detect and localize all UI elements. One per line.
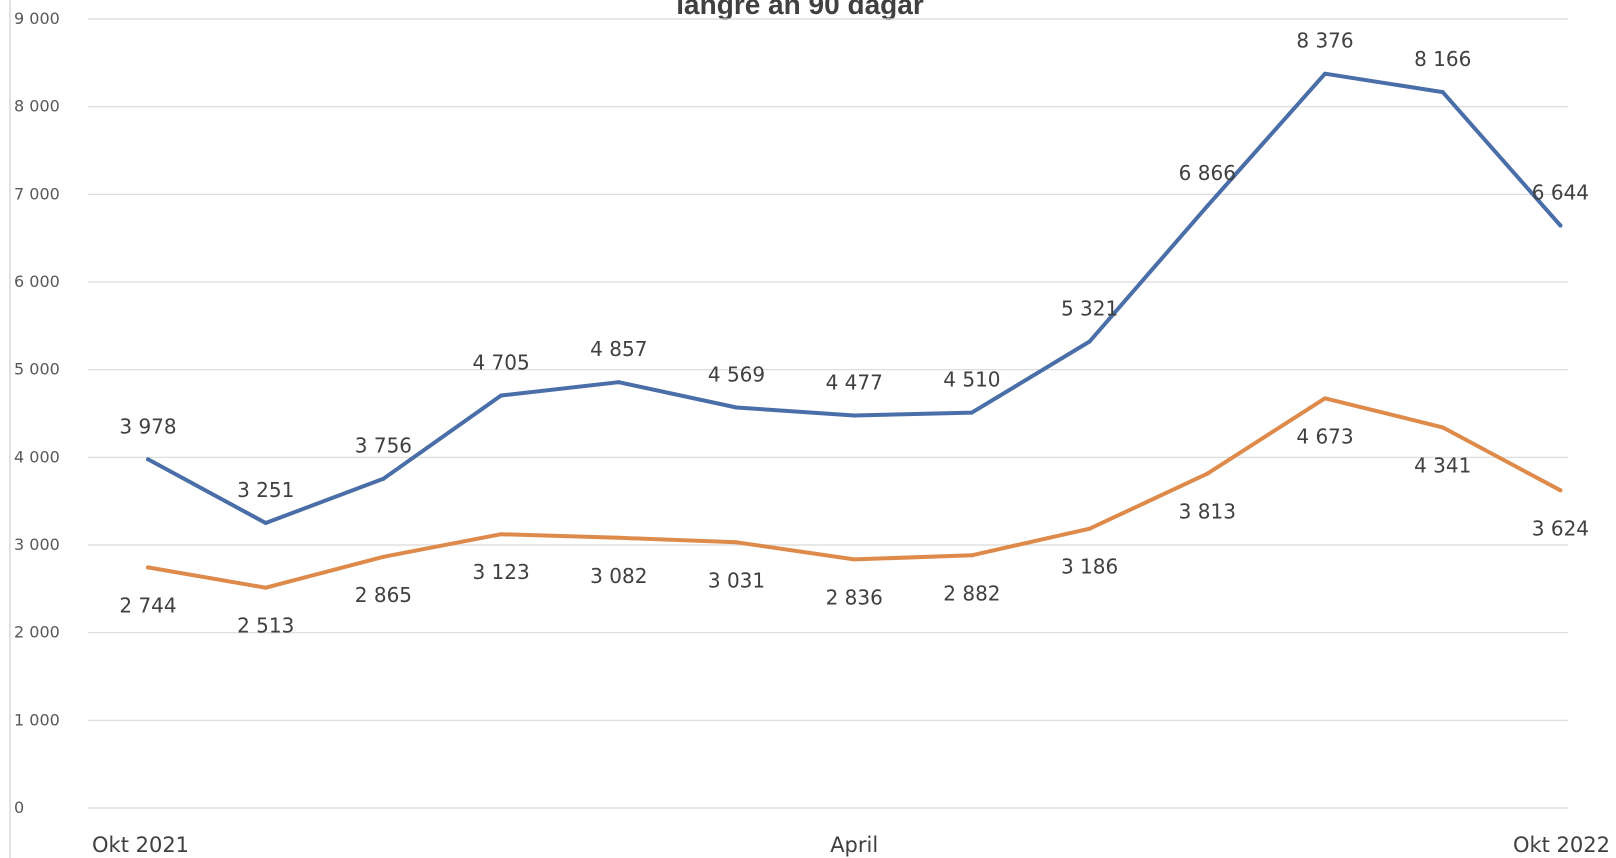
- data-point: [499, 532, 504, 537]
- data-point: [146, 457, 150, 462]
- data-label: 2 865: [355, 583, 412, 607]
- data-point: [381, 554, 386, 559]
- series-lines: [146, 71, 1563, 590]
- data-point: [263, 520, 268, 525]
- data-label: 3 624: [1532, 516, 1589, 540]
- data-label: 3 813: [1179, 500, 1236, 524]
- y-tick-label: 1 000: [14, 710, 60, 729]
- data-label: 6 644: [1532, 181, 1589, 205]
- y-tick-label: 4 000: [14, 447, 60, 466]
- data-point: [1087, 526, 1092, 531]
- y-tick-label: 9 000: [14, 9, 60, 28]
- data-point: [1323, 71, 1327, 76]
- data-label: 4 510: [943, 368, 1000, 392]
- data-label: 3 123: [472, 560, 529, 584]
- data-label: 8 376: [1296, 29, 1353, 53]
- data-label: 2 513: [237, 614, 294, 638]
- data-point: [616, 535, 621, 540]
- y-axis-ticks: 0 1 000 2 000 3 000 4 000 5 000 6 000 7 000 8 00…: [14, 9, 60, 817]
- y-tick-label: 0: [14, 798, 24, 817]
- data-point: [734, 405, 739, 410]
- data-label: 4 857: [590, 337, 647, 361]
- data-label: 3 756: [355, 434, 412, 458]
- data-point: [499, 393, 504, 398]
- data-label: 4 673: [1296, 424, 1353, 448]
- data-label: 4 341: [1414, 453, 1471, 477]
- data-label: 3 251: [237, 478, 294, 502]
- y-tick-label: 2 000: [14, 623, 60, 642]
- data-label: 6 866: [1179, 161, 1236, 185]
- data-label: 3 186: [1061, 555, 1118, 579]
- x-tick-label: April: [830, 833, 878, 857]
- data-point: [1087, 339, 1092, 344]
- data-point: [263, 585, 268, 590]
- data-point: [616, 380, 621, 385]
- data-label: 8 166: [1414, 47, 1471, 71]
- data-point: [734, 540, 739, 545]
- data-label: 4 477: [826, 371, 883, 395]
- data-point: [381, 476, 386, 481]
- data-label: 2 836: [826, 585, 883, 609]
- data-label: 3 031: [708, 568, 765, 592]
- y-tick-label: 5 000: [14, 360, 60, 379]
- y-tick-label: 6 000: [14, 272, 60, 291]
- chart-title: längre än 90 dagar: [676, 0, 924, 20]
- data-point: [852, 413, 857, 418]
- data-label: 4 569: [708, 362, 765, 386]
- data-label: 4 705: [472, 351, 529, 375]
- data-point: [1205, 471, 1210, 476]
- data-label: 2 744: [119, 593, 176, 617]
- y-tick-label: 7 000: [14, 184, 60, 203]
- x-tick-label: Okt 2021: [92, 833, 189, 857]
- x-tick-label: Okt 2022: [1513, 833, 1610, 857]
- gridlines: [88, 18, 1568, 809]
- data-label: 3 082: [590, 564, 647, 588]
- data-point: [1323, 396, 1327, 401]
- data-point: [146, 565, 150, 570]
- data-point: [1205, 204, 1210, 209]
- data-point: [1440, 425, 1445, 430]
- data-point: [1440, 90, 1445, 95]
- data-point: [852, 557, 857, 562]
- y-tick-label: 3 000: [14, 535, 60, 554]
- data-point: [969, 410, 974, 415]
- data-label: 5 321: [1061, 297, 1118, 321]
- data-point: [969, 553, 974, 558]
- data-labels: 3 978 3 251 3 756 4 705 4 857 4 569 4 477 4 510…: [119, 29, 1589, 638]
- data-label: 3 978: [119, 414, 176, 438]
- data-label: 2 882: [943, 581, 1000, 605]
- y-tick-label: 8 000: [14, 97, 60, 116]
- data-point: [1558, 488, 1563, 493]
- x-axis-ticks: Okt 2021 April Okt 2022: [92, 833, 1610, 857]
- data-point: [1558, 223, 1563, 228]
